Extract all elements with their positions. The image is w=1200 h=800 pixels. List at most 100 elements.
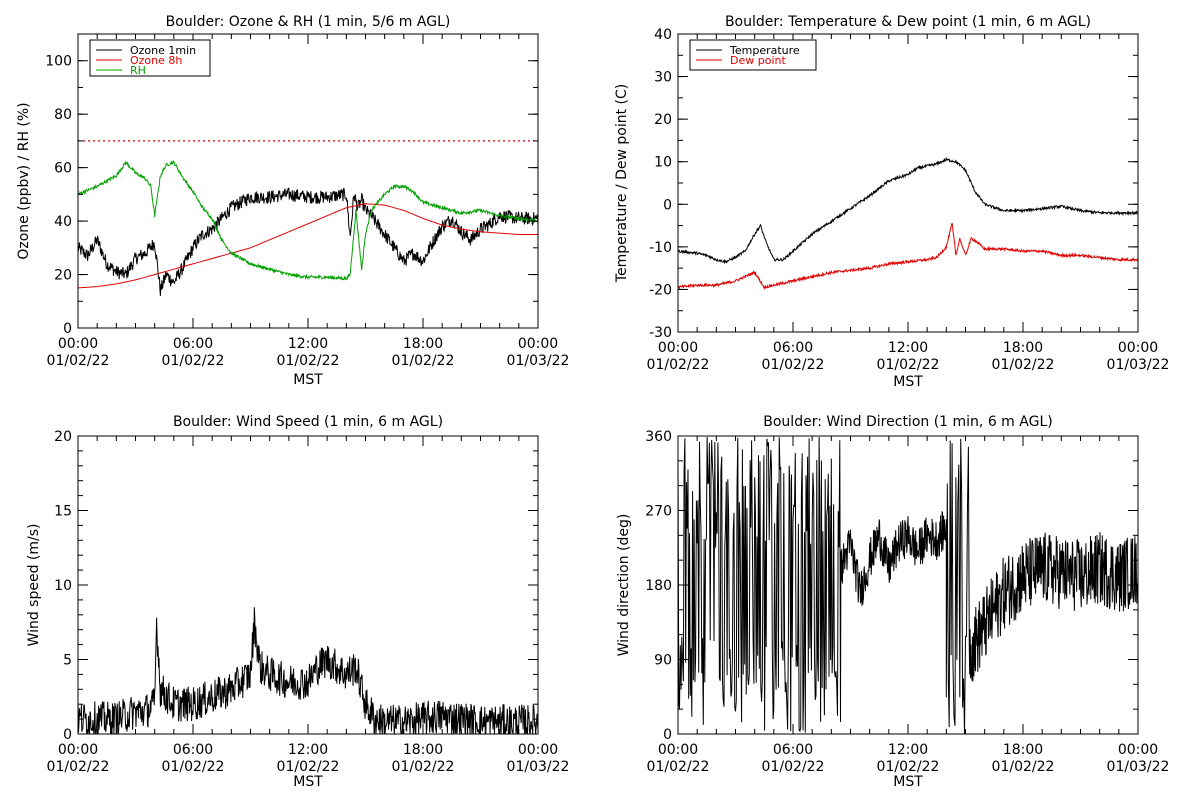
series-line-wind-speed (78, 607, 538, 734)
x-axis-label: MST (893, 374, 923, 390)
plot-frame (677, 33, 1139, 333)
y-tick-label: 360 (645, 429, 672, 445)
x-tick-label-time: 12:00 (288, 336, 328, 352)
x-tick-label-time: 00:00 (1118, 742, 1158, 758)
y-tick-label: 40 (654, 27, 672, 43)
series-line-rh (78, 160, 538, 282)
x-tick-label-time: 00:00 (658, 340, 698, 356)
legend-label: Temperature (729, 44, 800, 57)
y-tick-label: 20 (54, 429, 72, 445)
y-axis-label: Ozone (ppbv) / RH (%) (16, 102, 32, 259)
y-tick-label: -30 (649, 325, 672, 341)
x-tick-label-time: 12:00 (288, 742, 328, 758)
plot-area: 0510152000:0001/02/2206:0001/02/2212:000… (47, 429, 570, 775)
x-tick-label-time: 18:00 (1003, 742, 1043, 758)
data-layer (678, 436, 1138, 734)
x-tick-label-time: 06:00 (173, 336, 213, 352)
x-tick-label-time: 12:00 (888, 742, 928, 758)
y-axis-label: Wind speed (m/s) (26, 524, 42, 647)
x-axis-label: MST (293, 372, 323, 388)
x-tick-label-time: 00:00 (58, 336, 98, 352)
x-tick-label-date: 01/02/22 (47, 353, 110, 369)
x-tick-label-time: 06:00 (773, 340, 813, 356)
y-tick-label: 80 (54, 107, 72, 123)
chart-title: Boulder: Ozone & RH (1 min, 5/6 m AGL) (166, 14, 451, 30)
y-tick-label: 5 (63, 653, 72, 669)
y-tick-label: 180 (645, 578, 672, 594)
series-line-temperature (678, 156, 1138, 265)
legend-label: Dew point (730, 54, 786, 67)
x-tick-label-date: 01/02/22 (392, 353, 455, 369)
y-tick-label: -10 (649, 240, 672, 256)
x-tick-label-date: 01/02/22 (647, 357, 710, 373)
data-layer (78, 607, 538, 734)
x-tick-label-time: 06:00 (173, 742, 213, 758)
x-tick-label-time: 00:00 (658, 742, 698, 758)
y-tick-label: 20 (54, 268, 72, 284)
y-tick-label: 20 (654, 112, 672, 128)
x-tick-label-time: 18:00 (403, 742, 443, 758)
legend-label: RH (130, 64, 146, 77)
x-tick-label-date: 01/02/22 (277, 353, 340, 369)
y-tick-label: -20 (649, 282, 672, 298)
legend-box (89, 39, 211, 77)
y-axis-label: Wind direction (deg) (616, 514, 632, 657)
data-layer (678, 156, 1138, 290)
x-tick-label-time: 00:00 (1118, 340, 1158, 356)
y-tick-label: 10 (54, 578, 72, 594)
legend-box (689, 39, 817, 71)
x-tick-label-date: 01/02/22 (277, 759, 340, 775)
y-tick-label: 0 (63, 727, 72, 743)
x-tick-label-time: 18:00 (1003, 340, 1043, 356)
x-tick-label-date: 01/03/22 (1107, 759, 1170, 775)
series-line-dew-point (678, 222, 1138, 290)
x-tick-label-time: 06:00 (773, 742, 813, 758)
series-line-wind-direction (678, 436, 1138, 734)
x-axis-label: MST (893, 774, 923, 790)
y-tick-label: 40 (54, 214, 72, 230)
x-tick-label-date: 01/02/22 (162, 759, 225, 775)
y-tick-label: 0 (663, 727, 672, 743)
y-tick-label: 90 (654, 653, 672, 669)
legend-label: Ozone 1min (130, 44, 196, 57)
x-tick-label-date: 01/02/22 (992, 357, 1055, 373)
x-tick-label-date: 01/02/22 (762, 759, 825, 775)
x-tick-label-date: 01/02/22 (877, 759, 940, 775)
plot-area: 02040608010000:0001/02/2206:0001/02/2212… (45, 33, 570, 369)
y-tick-label: 270 (645, 504, 672, 520)
data-layer (78, 140, 538, 297)
panel-temperature-dewpoint: Boulder: Temperature & Dew point (1 min,… (614, 14, 1169, 390)
legend-label: Ozone 8h (130, 54, 182, 67)
plot-area: -30-20-1001020304000:0001/02/2206:0001/0… (647, 27, 1170, 373)
panel-wind-direction: Boulder: Wind Direction (1 min, 6 m AGL)… (616, 414, 1169, 790)
x-tick-label-date: 01/02/22 (47, 759, 110, 775)
x-tick-label-date: 01/03/22 (1107, 357, 1170, 373)
x-tick-label-time: 00:00 (518, 742, 558, 758)
y-tick-label: 60 (54, 161, 72, 177)
series-line-ozone-1min (78, 187, 538, 297)
x-tick-label-date: 01/02/22 (392, 759, 455, 775)
x-tick-label-date: 01/02/22 (647, 759, 710, 775)
y-tick-label: 0 (63, 321, 72, 337)
x-tick-label-date: 01/03/22 (507, 353, 570, 369)
panel-ozone-rh: Boulder: Ozone & RH (1 min, 5/6 m AGL) O… (16, 14, 569, 388)
chart-title: Boulder: Temperature & Dew point (1 min,… (725, 14, 1091, 30)
x-tick-label-time: 18:00 (403, 336, 443, 352)
plot-area: 09018027036000:0001/02/2206:0001/02/2212… (645, 429, 1169, 775)
y-tick-label: 30 (654, 70, 672, 86)
chart-title: Boulder: Wind Direction (1 min, 6 m AGL) (763, 414, 1052, 430)
y-tick-label: 100 (45, 54, 72, 70)
y-tick-label: 10 (654, 155, 672, 171)
x-tick-label-date: 01/02/22 (162, 353, 225, 369)
x-tick-label-date: 01/03/22 (507, 759, 570, 775)
x-tick-label-time: 12:00 (888, 340, 928, 356)
x-tick-label-date: 01/02/22 (762, 357, 825, 373)
x-axis-label: MST (293, 774, 323, 790)
x-tick-label-date: 01/02/22 (877, 357, 940, 373)
series-line-ozone-8h (78, 203, 538, 289)
x-tick-label-time: 00:00 (58, 742, 98, 758)
y-tick-label: 15 (54, 504, 72, 520)
